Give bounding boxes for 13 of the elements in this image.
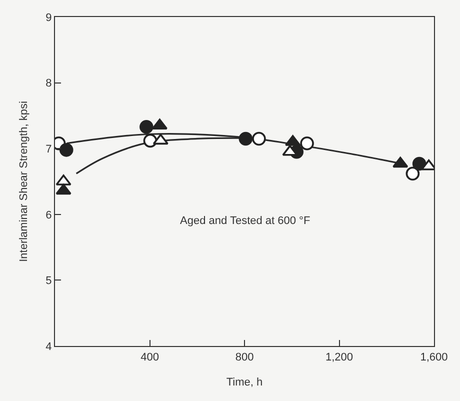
y-axis-title: Interlaminar Shear Strength, kpsi	[18, 101, 30, 262]
x-tick-label: 1,600	[420, 351, 448, 364]
x-tick-label: 400	[140, 351, 159, 364]
annotation: Aged and Tested at 600 °F	[180, 215, 310, 227]
x-tick-label: 800	[235, 351, 254, 364]
y-tick-label: 7	[46, 143, 52, 156]
y-tick-label: 4	[46, 340, 52, 353]
y-tick-label: 6	[46, 209, 52, 222]
y-tick-label: 5	[46, 275, 52, 288]
y-tick-label: 8	[46, 78, 52, 90]
x-tick-label: 1,200	[325, 351, 354, 364]
x-axis-title: Time, h	[226, 376, 263, 388]
y-tick-label: 9	[46, 12, 52, 24]
